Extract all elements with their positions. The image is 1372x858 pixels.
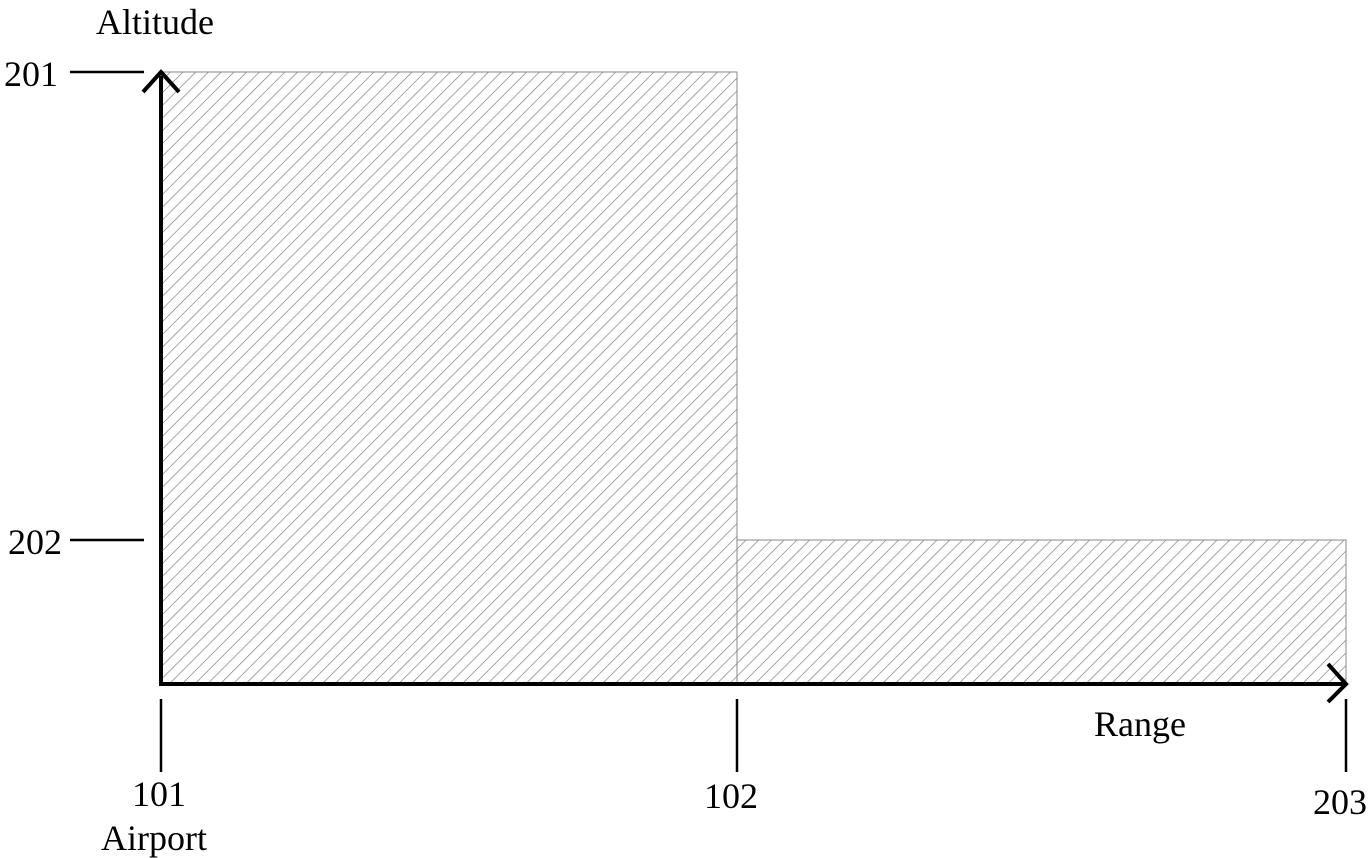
x-marker-group — [159, 699, 1348, 772]
low-altitude-region — [736, 539, 1347, 685]
y-marker-201-label: 201 — [4, 54, 58, 94]
y-axis-arrowhead — [141, 69, 181, 94]
y-marker-202-label: 202 — [8, 522, 62, 562]
x-marker-203-label: 203 — [1313, 782, 1367, 822]
high-altitude-region — [160, 71, 738, 685]
x-axis-arrowhead — [1326, 662, 1349, 704]
x-marker-101-label: 101 — [132, 774, 186, 814]
hatched-region-group — [160, 71, 1347, 685]
x-marker-101-sublabel: Airport — [101, 818, 207, 858]
x-axis-title: Range — [1094, 704, 1186, 744]
y-marker-group — [70, 70, 144, 542]
x-marker-102-label: 102 — [704, 776, 758, 816]
y-axis-title: Altitude — [96, 2, 214, 42]
axes-group — [141, 69, 1349, 704]
